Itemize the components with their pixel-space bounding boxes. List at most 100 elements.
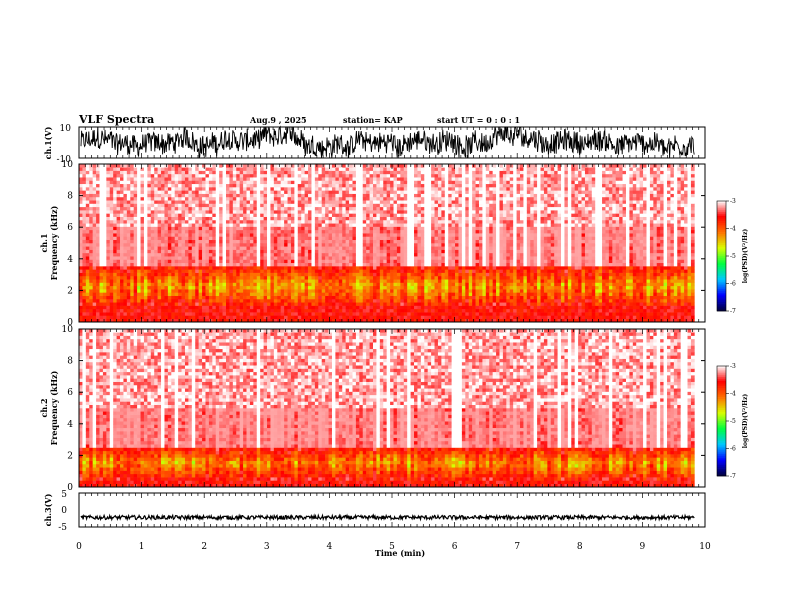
spectrogram-cell bbox=[130, 210, 134, 214]
spectrogram-cell bbox=[366, 223, 370, 227]
spectrogram-cell bbox=[379, 180, 384, 185]
spectrogram-cell bbox=[212, 259, 217, 264]
spectrogram-cell bbox=[431, 318, 435, 323]
spectrogram-cell bbox=[383, 266, 387, 270]
spectrogram-cell bbox=[79, 226, 83, 231]
spectrogram-cell bbox=[195, 292, 199, 296]
spectrogram-cell bbox=[85, 279, 90, 283]
spectrogram-cell bbox=[420, 187, 425, 191]
spectrogram-cell bbox=[417, 196, 422, 201]
spectrogram-cell bbox=[345, 262, 350, 267]
spectrogram-cell bbox=[96, 252, 100, 257]
spectrogram-cell bbox=[174, 292, 179, 296]
spectrogram-cell bbox=[157, 279, 162, 283]
spectrogram-cell bbox=[314, 193, 319, 198]
spectrogram-cell bbox=[335, 190, 340, 194]
spectrogram-cell bbox=[198, 206, 203, 211]
spectrogram-cell bbox=[294, 216, 299, 221]
spectrogram-cell bbox=[321, 252, 326, 257]
spectrogram-cell bbox=[249, 246, 254, 250]
spectrogram-cell bbox=[96, 203, 100, 208]
spectrogram-cell bbox=[314, 298, 319, 303]
spectrogram-cell bbox=[161, 180, 165, 185]
spectrogram-cell bbox=[188, 177, 193, 181]
spectrogram-cell bbox=[308, 315, 312, 320]
spectrogram-cell bbox=[79, 266, 83, 270]
spectrogram-cell bbox=[161, 275, 165, 280]
spectrogram-cell bbox=[232, 216, 237, 221]
spectrogram-cell bbox=[331, 272, 336, 277]
spectrogram-cell bbox=[362, 196, 367, 201]
spectrogram-cell bbox=[396, 173, 401, 178]
spectrogram-cell bbox=[239, 190, 244, 194]
spectrogram-cell bbox=[226, 216, 230, 221]
spectrogram-cell bbox=[369, 315, 374, 320]
spectrogram-cell bbox=[143, 210, 148, 214]
spectrogram-cell bbox=[243, 272, 247, 277]
spectrogram-cell bbox=[420, 243, 425, 247]
spectrogram-cell bbox=[85, 269, 90, 273]
spectrogram-cell bbox=[431, 226, 435, 231]
spectrogram-cell bbox=[314, 180, 319, 185]
spectrogram-cell bbox=[338, 315, 343, 320]
spectrogram-cell bbox=[167, 279, 172, 283]
spectrogram-cell bbox=[427, 292, 432, 296]
spectrogram-cell bbox=[184, 262, 189, 267]
spectrogram-cell bbox=[99, 203, 104, 208]
spectrogram-cell bbox=[120, 249, 124, 254]
spectrogram-cell bbox=[345, 295, 350, 300]
spectrogram-cell bbox=[226, 243, 230, 247]
spectrogram-cell bbox=[314, 295, 319, 300]
spectrogram-cell bbox=[386, 219, 391, 224]
spectrogram-cell bbox=[246, 243, 251, 247]
spectrogram-cell bbox=[403, 256, 408, 260]
spectrogram-cell bbox=[130, 275, 134, 280]
spectrogram-cell bbox=[311, 266, 316, 270]
spectrogram-cell bbox=[246, 289, 251, 293]
spectrogram-cell bbox=[390, 236, 394, 241]
spectrogram-cell bbox=[379, 170, 384, 175]
spectrogram-cell bbox=[143, 223, 148, 227]
spectrogram-cell bbox=[352, 210, 357, 214]
spectrogram-cell bbox=[246, 246, 251, 250]
spectrogram-cell bbox=[154, 312, 158, 316]
spectrogram-cell bbox=[188, 289, 193, 293]
spectrogram-cell bbox=[154, 219, 158, 224]
spectrogram-cell bbox=[116, 164, 121, 168]
spectrogram-cell bbox=[335, 223, 340, 227]
spectrogram-cell bbox=[82, 259, 87, 264]
spectrogram-cell bbox=[431, 285, 435, 290]
spectrogram-cell bbox=[335, 164, 340, 168]
spectrogram-cell bbox=[126, 249, 131, 254]
spectrogram-cell bbox=[431, 210, 435, 214]
spectrogram-cell bbox=[270, 269, 275, 273]
spectrogram-cell bbox=[328, 167, 333, 171]
spectrogram-cell bbox=[229, 210, 234, 214]
spectrogram-cell bbox=[345, 282, 350, 287]
spectrogram-cell bbox=[294, 308, 299, 313]
spectrogram-cell bbox=[427, 233, 432, 237]
spectrogram-cell bbox=[280, 262, 285, 267]
spectrogram-cell bbox=[362, 226, 367, 231]
spectrogram-cell bbox=[137, 262, 141, 267]
spectrogram-cell bbox=[314, 285, 319, 290]
spectrogram-cell bbox=[431, 229, 435, 234]
spectrogram-cell bbox=[373, 200, 377, 204]
spectrogram-cell bbox=[383, 249, 387, 254]
spectrogram-cell bbox=[414, 275, 418, 280]
spectrogram-cell bbox=[89, 256, 93, 260]
spectrogram-cell bbox=[157, 177, 162, 181]
spectrogram-cell bbox=[253, 210, 258, 214]
spectrogram-cell bbox=[140, 308, 145, 313]
spectrogram-cell bbox=[130, 269, 134, 273]
spectrogram-cell bbox=[321, 170, 326, 175]
spectrogram-cell bbox=[270, 216, 275, 221]
spectrogram-cell bbox=[390, 193, 394, 198]
spectrogram-cell bbox=[102, 226, 107, 231]
spectrogram-cell bbox=[212, 275, 217, 280]
spectrogram-cell bbox=[431, 262, 435, 267]
spectrogram-cell bbox=[345, 302, 350, 306]
spectrogram-cell bbox=[188, 180, 193, 185]
spectrogram-cell bbox=[178, 229, 182, 234]
spectrogram-cell bbox=[335, 193, 340, 198]
